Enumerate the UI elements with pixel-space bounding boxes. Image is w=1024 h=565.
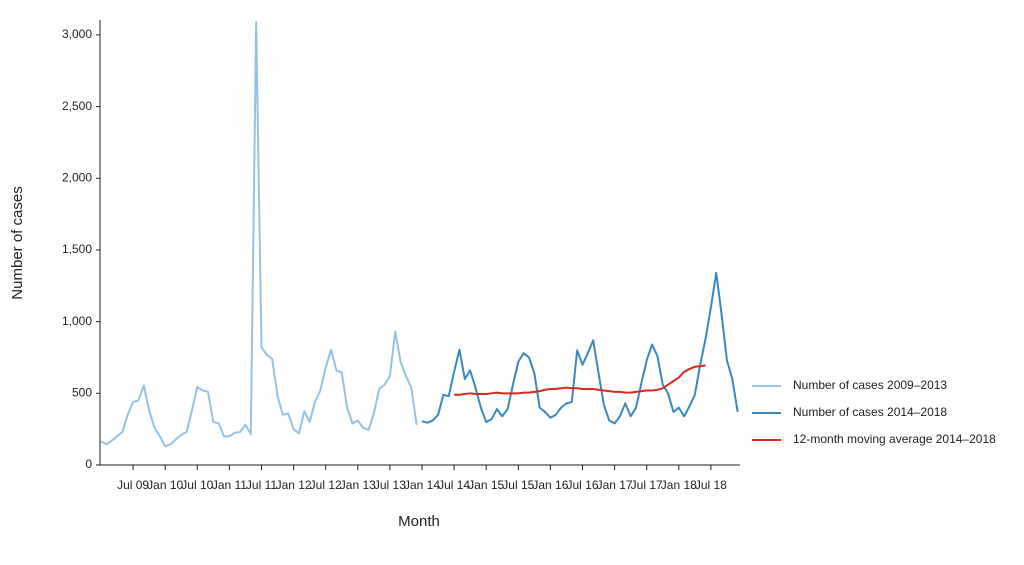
x-axis-title: Month: [398, 513, 440, 530]
x-tick-label: Jan 16: [532, 478, 568, 492]
x-tick-label: Jul 14: [438, 478, 470, 492]
series-line: [421, 271, 739, 425]
x-tick-label: Jan 13: [340, 478, 376, 492]
x-tick-label: Jan 15: [468, 478, 504, 492]
legend-label: Number of cases 2009–2013: [793, 378, 947, 392]
y-tick-label: 1,500: [62, 242, 92, 256]
x-tick-label: Jan 10: [147, 478, 183, 492]
y-axis-title: Number of cases: [9, 186, 26, 299]
x-tick-label: Jul 09: [117, 478, 149, 492]
x-tick-label: Jul 18: [695, 478, 727, 492]
y-tick-label: 3,000: [62, 27, 92, 41]
series-line: [454, 364, 706, 396]
x-tick-label: Jul 16: [566, 478, 598, 492]
y-tick-label: 1,000: [62, 314, 92, 328]
x-tick-label: Jan 17: [597, 478, 633, 492]
x-tick-label: Jul 12: [310, 478, 342, 492]
x-tick-label: Jul 10: [181, 478, 213, 492]
x-tick-label: Jan 12: [276, 478, 312, 492]
y-tick-label: 500: [72, 385, 92, 399]
y-tick-label: 2,500: [62, 99, 92, 113]
x-tick-label: Jul 13: [374, 478, 406, 492]
x-tick-label: Jan 11: [212, 478, 247, 492]
y-tick-label: 2,000: [62, 170, 92, 184]
x-tick-label: Jul 15: [502, 478, 534, 492]
x-tick-label: Jul 11: [246, 478, 277, 492]
y-tick-label: 0: [85, 457, 92, 471]
x-tick-label: Jan 14: [404, 478, 440, 492]
series-line: [100, 21, 418, 448]
legend-label: Number of cases 2014–2018: [793, 405, 947, 419]
x-tick-label: Jan 18: [661, 478, 697, 492]
legend-label: 12-month moving average 2014–2018: [793, 432, 996, 446]
x-tick-label: Jul 17: [631, 478, 663, 492]
